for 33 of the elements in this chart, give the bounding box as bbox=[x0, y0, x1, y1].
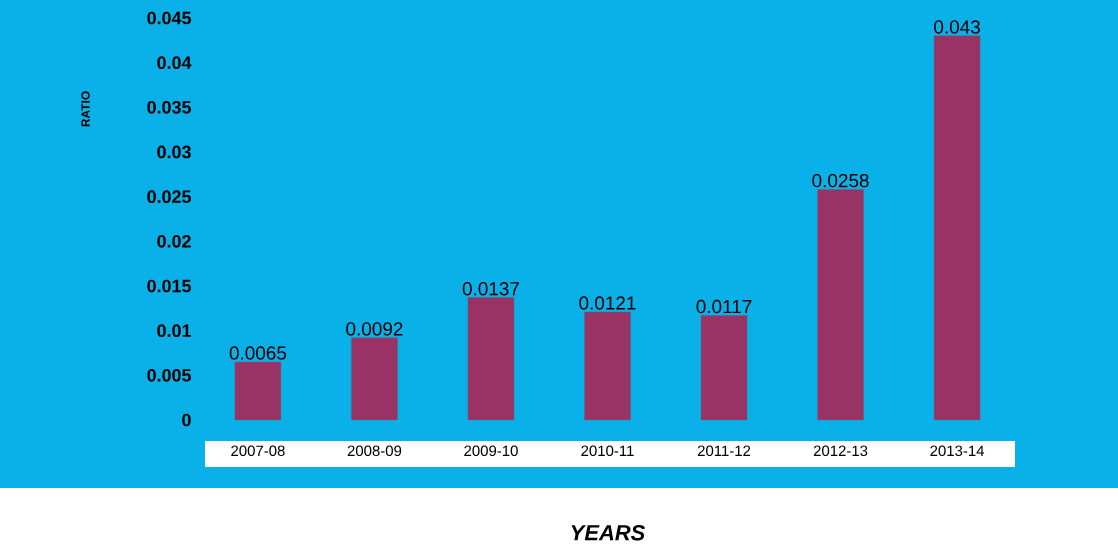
x-tick-label: 2008-09 bbox=[347, 445, 402, 457]
data-label: 0.0121 bbox=[579, 296, 636, 310]
data-label: 0.0092 bbox=[346, 322, 403, 336]
bar bbox=[351, 337, 398, 421]
bar bbox=[234, 361, 282, 421]
y-tick-label: 0.005 bbox=[147, 369, 191, 382]
y-tick-label: 0.035 bbox=[147, 101, 191, 114]
y-tick-label: 0 bbox=[182, 413, 191, 427]
data-label: 0.0258 bbox=[812, 174, 869, 188]
y-tick-label: 0.04 bbox=[157, 56, 192, 70]
x-axis-title: YEARS bbox=[571, 525, 646, 541]
y-tick-label: 0.02 bbox=[157, 235, 191, 248]
x-tick-label: 2012-13 bbox=[813, 445, 868, 457]
bar bbox=[817, 189, 864, 421]
y-tick-label: 0.015 bbox=[147, 279, 191, 293]
bar bbox=[584, 311, 631, 421]
x-tick-label: 2011-12 bbox=[697, 445, 751, 457]
x-tick-label: 2007-08 bbox=[231, 445, 285, 457]
y-axis-title: RATIO bbox=[81, 91, 90, 127]
y-tick-label: 0.045 bbox=[147, 11, 191, 25]
data-label: 0.0117 bbox=[696, 299, 752, 314]
data-label: 0.0137 bbox=[462, 282, 519, 296]
x-tick-label: 2010-11 bbox=[581, 445, 634, 457]
x-tick-label: 2009-10 bbox=[464, 445, 518, 457]
x-tick-label: 2013-14 bbox=[930, 445, 985, 457]
bar bbox=[700, 315, 748, 421]
y-tick-label: 0.025 bbox=[147, 190, 191, 204]
data-label: 0.0065 bbox=[229, 346, 287, 360]
bar bbox=[933, 35, 981, 421]
y-tick-label: 0.01 bbox=[157, 324, 191, 338]
data-label: 0.043 bbox=[934, 20, 980, 34]
bar bbox=[467, 297, 515, 421]
y-tick-label: 0.03 bbox=[157, 145, 191, 159]
